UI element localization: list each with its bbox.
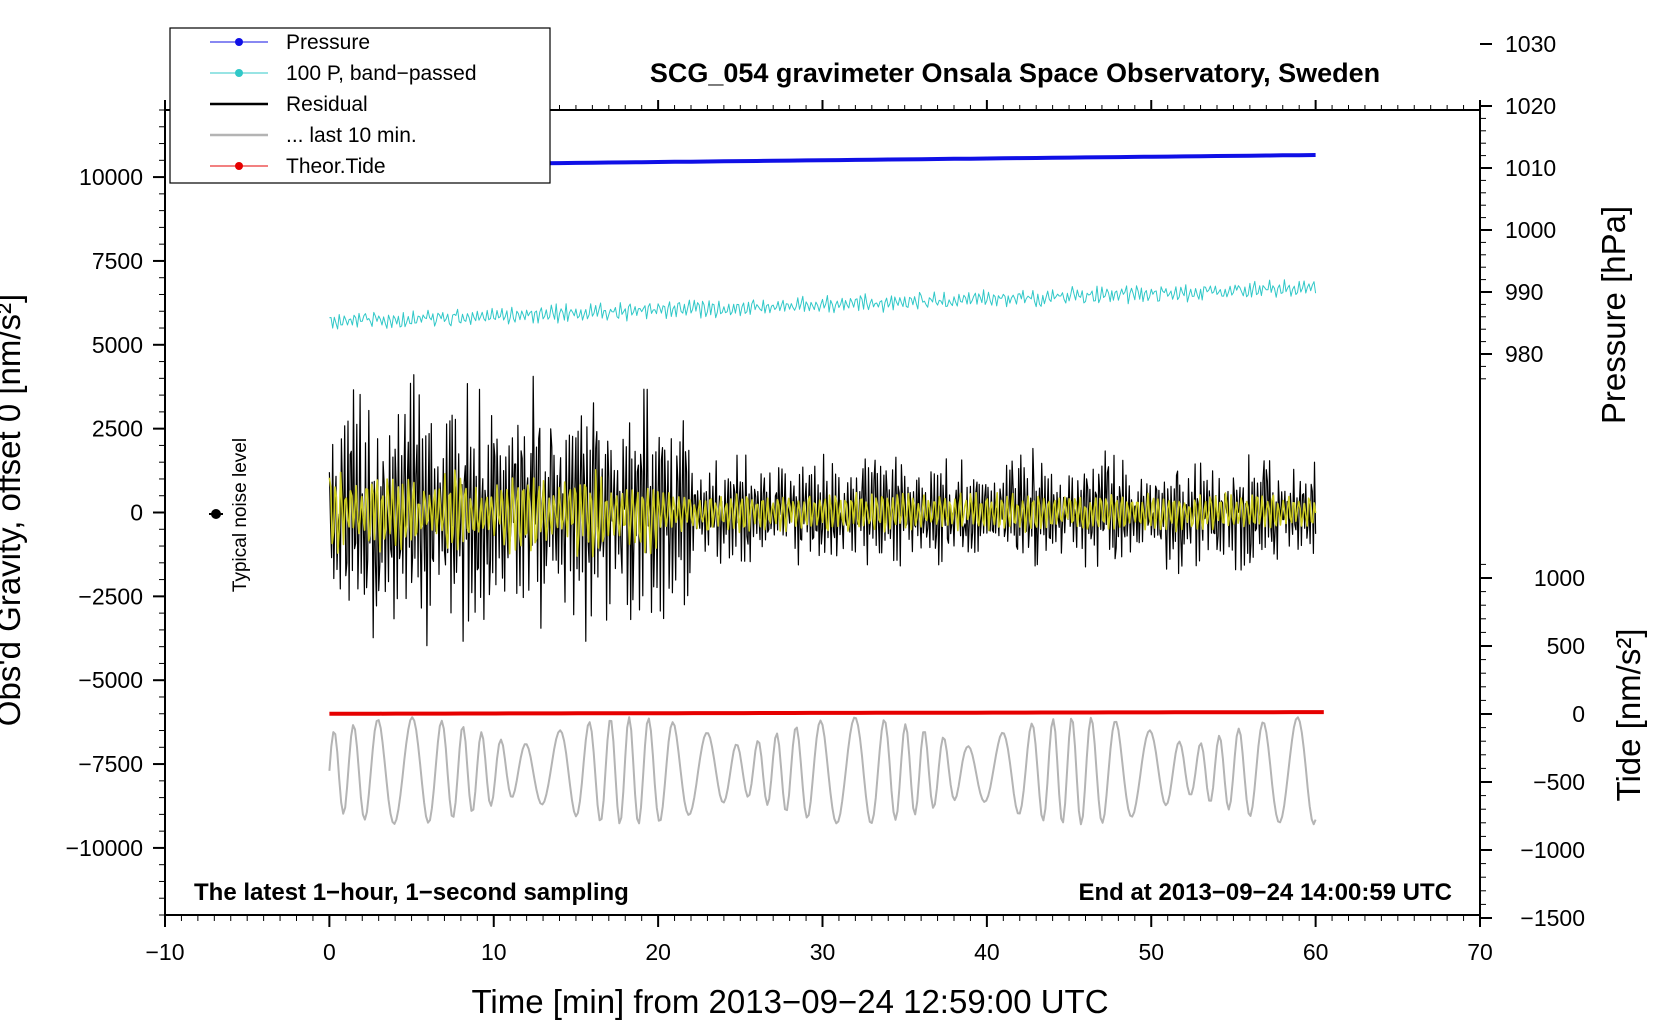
tide-tick-label: −1000	[1520, 837, 1585, 863]
y-tick-label-left: −7500	[78, 751, 143, 777]
x-tick-label: 20	[645, 939, 671, 965]
legend-label: Residual	[286, 93, 368, 116]
legend-marker	[235, 38, 243, 46]
y-tick-label-left: 10000	[79, 164, 143, 190]
tide-tick-label: 0	[1572, 701, 1585, 727]
y-axis-title-pressure: Pressure [hPa]	[1595, 206, 1632, 424]
x-axis-title: Time [min] from 2013−09−24 12:59:00 UTC	[471, 983, 1108, 1020]
legend-label: Theor.Tide	[286, 155, 386, 178]
band-passed-pressure-line	[329, 279, 1317, 330]
legend: Pressure 100 P, band−passed Residual ... la…	[169, 27, 551, 184]
residual-filtered-line	[328, 468, 1317, 558]
legend-marker	[235, 162, 243, 170]
legend-box	[169, 27, 551, 184]
data-series	[328, 153, 1324, 826]
x-tick-label: 70	[1467, 939, 1493, 965]
y-tick-label-left: −10000	[66, 835, 143, 861]
x-tick-label: 40	[974, 939, 1000, 965]
legend-label: 100 P, band−passed	[286, 62, 477, 85]
pressure-tick-label: 1030	[1505, 31, 1556, 57]
annotation-end-time: End at 2013−09−24 14:00:59 UTC	[1078, 879, 1452, 906]
x-tick-label: −10	[145, 939, 184, 965]
pressure-tick-label: 1020	[1505, 93, 1556, 119]
residual-line	[328, 374, 1317, 647]
last-10-min-line	[328, 716, 1317, 826]
y-tick-label-left: 7500	[92, 248, 143, 274]
y-axis-title-tide: Tide [nm/s²]	[1610, 629, 1647, 802]
y-tick-label-left: −5000	[78, 667, 143, 693]
y-axis-title-left: Obs'd Gravity, offset 0 [nm/s²]	[0, 294, 27, 726]
x-tick-label: 0	[323, 939, 336, 965]
noise-level-label: Typical noise level	[230, 438, 251, 592]
pressure-tick-label: 1010	[1505, 155, 1556, 181]
x-tick-label: 10	[481, 939, 507, 965]
y-tick-label-left: 2500	[92, 416, 143, 442]
x-tick-label: 50	[1138, 939, 1164, 965]
x-tick-label: 30	[810, 939, 836, 965]
x-tick-label: 60	[1303, 939, 1329, 965]
tide-tick-label: −1500	[1520, 905, 1585, 931]
legend-label: Pressure	[286, 31, 370, 54]
tide-tick-label: 500	[1547, 633, 1585, 659]
legend-marker	[235, 69, 243, 77]
y-tick-label-left: 0	[130, 500, 143, 526]
pressure-tick-label: 990	[1505, 279, 1543, 305]
noise-level-point	[211, 509, 221, 519]
pressure-tick-label: 1000	[1505, 217, 1556, 243]
chart-title: SCG_054 gravimeter Onsala Space Observat…	[650, 58, 1380, 88]
axis-ticks: −10 0 10 20 30 40 50 60 70100007500500025000−250…	[66, 31, 1585, 965]
tide-tick-label: −500	[1533, 769, 1585, 795]
theoretical-tide-line	[329, 710, 1324, 716]
y-tick-label-left: 5000	[92, 332, 143, 358]
annotation-sampling: The latest 1−hour, 1−second sampling	[194, 879, 629, 906]
tide-tick-label: 1000	[1534, 565, 1585, 591]
legend-label: ... last 10 min.	[286, 124, 417, 147]
y-tick-label-left: −2500	[78, 583, 143, 609]
pressure-tick-label: 980	[1505, 341, 1543, 367]
